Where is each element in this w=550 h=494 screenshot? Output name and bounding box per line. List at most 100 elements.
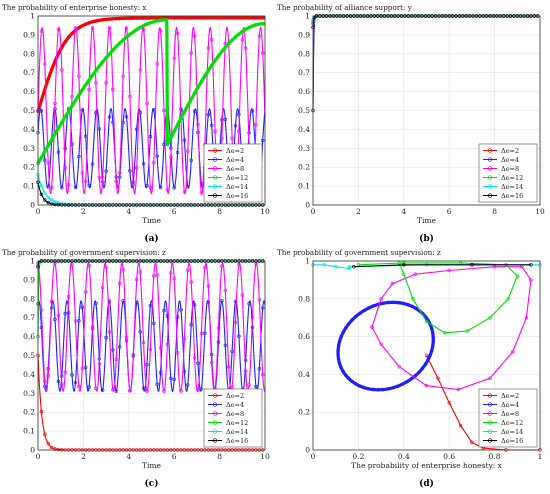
data-point (46, 77, 50, 81)
data-point (227, 16, 231, 20)
legend-label: Δe=14 (501, 183, 523, 191)
legend-marker (487, 166, 493, 171)
data-point (104, 55, 108, 60)
data-point (128, 32, 132, 37)
plot-frame (312, 15, 541, 206)
y-tick-label: 0.5 (23, 351, 35, 360)
x-axis-label: Time (417, 216, 437, 225)
data-point (240, 16, 245, 20)
y-tick-label: 0.4 (23, 125, 35, 134)
data-point (529, 263, 533, 267)
data-point (145, 183, 149, 188)
legend-box (203, 388, 263, 448)
y-tick-label: 1 (30, 257, 35, 266)
data-point (424, 384, 429, 388)
x-tick-label: 6 (172, 207, 177, 216)
data-point (155, 62, 159, 66)
panel-a: The probability of enterprise honesty: x… (0, 0, 275, 245)
data-point (128, 169, 132, 173)
series-line (371, 266, 532, 391)
data-point (346, 322, 351, 326)
plot-frame (37, 15, 266, 206)
data-point (400, 382, 405, 386)
data-point (117, 345, 122, 349)
data-point (436, 376, 440, 380)
data-point (87, 78, 91, 82)
data-point (175, 16, 180, 20)
data-point (70, 94, 74, 99)
data-point (230, 349, 234, 354)
legend-label: Δe=8 (226, 410, 244, 418)
data-point (352, 265, 356, 269)
data-point (213, 16, 217, 20)
data-point (333, 265, 338, 269)
data-point (250, 315, 255, 319)
legend-label: Δe=12 (226, 419, 248, 427)
x-axis-label: Time (142, 461, 162, 470)
data-point (390, 281, 395, 286)
data-point (362, 308, 366, 313)
data-point (73, 380, 78, 385)
data-point (220, 264, 224, 268)
data-point (223, 288, 228, 293)
y-tick-label: 0.9 (298, 30, 310, 39)
data-point (223, 16, 228, 20)
data-point (124, 115, 129, 119)
data-point (104, 169, 108, 173)
data-point (90, 162, 95, 166)
data-point (155, 154, 159, 158)
data-point (240, 293, 245, 297)
legend-label: Δe=4 (226, 401, 244, 409)
data-point (60, 120, 64, 125)
data-point (203, 266, 207, 270)
data-point (158, 29, 163, 33)
data-point (426, 358, 430, 362)
data-point (162, 389, 166, 394)
data-point (233, 320, 238, 325)
data-point (56, 27, 61, 31)
data-point (63, 40, 67, 44)
data-point (128, 389, 132, 393)
data-point (145, 389, 149, 394)
data-point (172, 377, 176, 382)
data-point (206, 300, 211, 304)
data-point (488, 315, 492, 320)
data-point (169, 155, 173, 159)
y-tick-label: 0 (305, 201, 310, 210)
data-point (192, 355, 197, 360)
legend-label: Δe=16 (501, 437, 523, 445)
legend-label: Δe=14 (226, 428, 248, 436)
data-point (371, 304, 376, 308)
data-point (431, 340, 435, 344)
legend-marker (487, 393, 493, 398)
x-tick-label: 2 (356, 207, 361, 216)
legend-label: Δe=2 (501, 392, 519, 400)
data-point (254, 23, 258, 27)
data-point (186, 268, 190, 272)
legend-label: Δe=14 (501, 428, 523, 436)
data-point (46, 374, 50, 378)
y-tick-label: 0.1 (23, 427, 35, 436)
data-point (111, 87, 115, 92)
data-point (210, 16, 214, 20)
x-axis-label: The probability of enterprise honesty: x (351, 461, 503, 470)
data-point (107, 25, 112, 30)
y-tick-label: 0.8 (23, 294, 35, 303)
data-point (60, 382, 64, 386)
data-point (192, 16, 197, 20)
y-tick-label: 0.9 (23, 275, 35, 284)
data-point (420, 366, 425, 370)
data-point (111, 388, 115, 392)
data-point (114, 44, 119, 49)
data-point (431, 344, 435, 349)
data-point (169, 376, 173, 381)
data-point (131, 352, 136, 357)
data-point (358, 311, 362, 316)
data-point (371, 387, 375, 392)
data-point (199, 191, 204, 195)
data-point (172, 56, 176, 60)
data-point (346, 376, 351, 381)
data-point (107, 330, 112, 334)
data-point (60, 186, 64, 190)
data-point (182, 190, 187, 194)
